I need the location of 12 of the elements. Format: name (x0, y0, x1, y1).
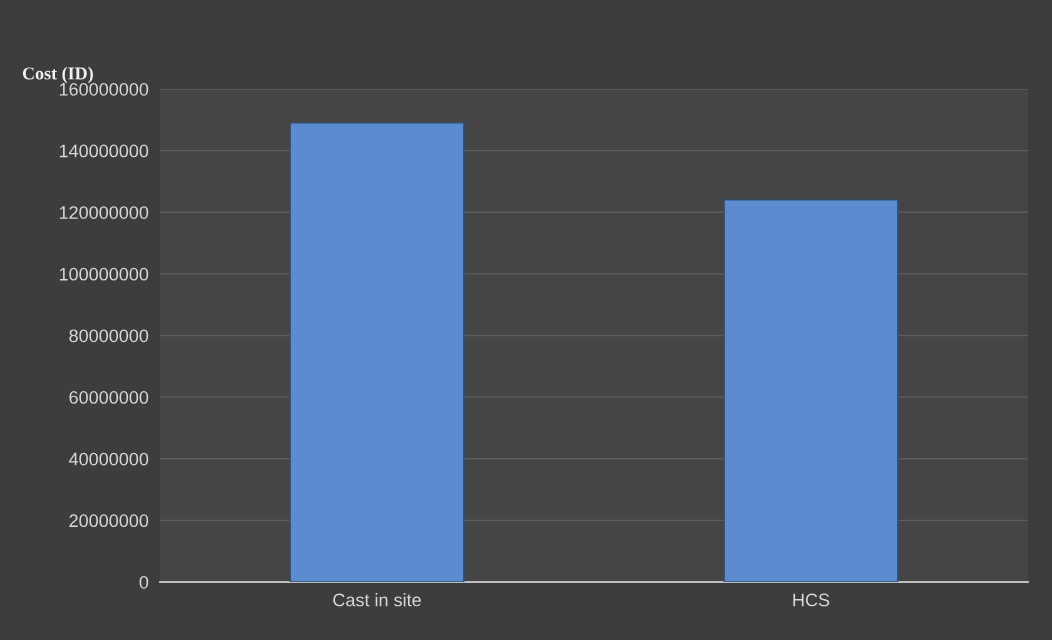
y-tick-label: 140000000 (59, 144, 149, 158)
y-tick-label: 120000000 (59, 206, 149, 219)
y-tick-label: 20000000 (69, 514, 149, 528)
x-tick-label: Cast in site (333, 593, 421, 607)
y-tick-label: 40000000 (68, 452, 149, 466)
y-tick-label: 60000000 (69, 391, 149, 404)
y-axis-title: Cost (ID) (22, 66, 93, 84)
y-tick-label: 100000000 (59, 267, 149, 281)
y-tick-label: 160000000 (59, 82, 149, 96)
x-tick-label: HCS (793, 593, 830, 607)
y-tick-label: 0 (139, 575, 149, 589)
y-tick-label: 80000000 (69, 329, 149, 343)
